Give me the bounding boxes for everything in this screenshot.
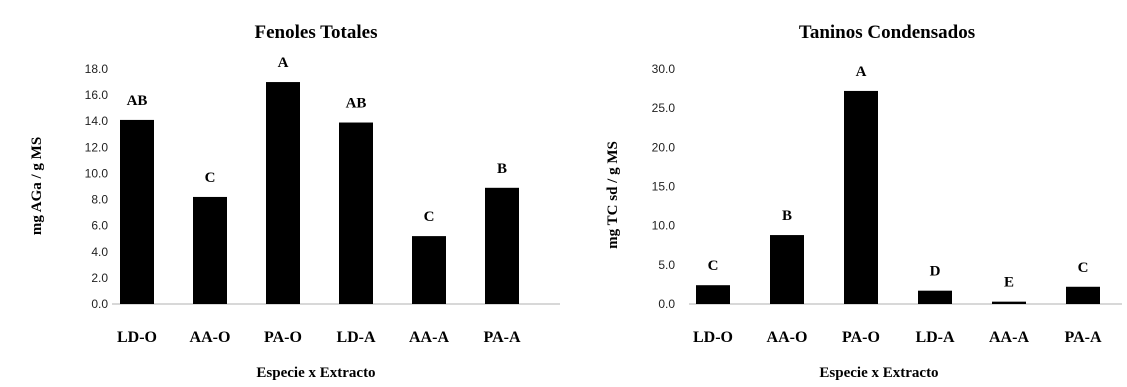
bar-significance-label: C <box>205 170 216 186</box>
y-axis-label: mg TC sd / g MS <box>605 141 621 249</box>
x-tick-label: PA-A <box>483 329 520 346</box>
bar-significance-label: A <box>278 55 289 71</box>
y-tick-label: 0.0 <box>658 297 675 311</box>
bar-pa-o <box>844 90 878 304</box>
bar-significance-label: C <box>708 258 719 274</box>
bar-pa-o <box>266 82 300 304</box>
y-tick-label: 8.0 <box>91 193 108 207</box>
y-tick-label: 10.0 <box>85 166 109 180</box>
chart-taninos-condensados: Taninos Condensados mg TC sd / g MS Espe… <box>605 22 1122 381</box>
y-tick-label: 25.0 <box>652 101 676 115</box>
x-tick-label: AA-A <box>989 329 1029 346</box>
bar-pa-a <box>485 187 519 304</box>
y-tick-label: 14.0 <box>85 114 109 128</box>
y-tick-label: 15.0 <box>652 180 676 194</box>
x-ticks: LD-O AA-O PA-O LD-A AA-A PA-A <box>117 329 521 346</box>
bar-significance-label: A <box>856 64 867 80</box>
bar-significance-label: B <box>782 208 792 224</box>
bar-significance-label: C <box>1078 260 1089 276</box>
x-tick-label: AA-O <box>190 329 231 346</box>
x-tick-label: PA-A <box>1064 329 1101 346</box>
y-tick-label: 10.0 <box>652 219 676 233</box>
bar-aa-a <box>992 301 1026 304</box>
bar-significance-label: E <box>1004 275 1014 291</box>
chart-title: Fenoles Totales <box>255 22 378 43</box>
x-tick-label: AA-O <box>767 329 808 346</box>
y-tick-label: 20.0 <box>652 140 676 154</box>
x-axis-label: Especie x Extracto <box>256 365 375 381</box>
bar-aa-a <box>412 236 446 304</box>
bars: C B A D E C <box>696 64 1100 304</box>
bar-significance-label: D <box>930 264 941 280</box>
x-tick-label: LD-O <box>117 329 157 346</box>
y-tick-label: 16.0 <box>85 88 109 102</box>
x-tick-label: LD-O <box>693 329 733 346</box>
bar-pa-a <box>1066 286 1100 304</box>
chart-title: Taninos Condensados <box>799 22 975 43</box>
x-tick-label: AA-A <box>409 329 449 346</box>
y-tick-label: 12.0 <box>85 140 109 154</box>
y-tick-label: 2.0 <box>91 271 108 285</box>
bar-ld-o <box>120 119 154 305</box>
bar-ld-o <box>696 285 730 304</box>
y-tick-label: 30.0 <box>652 62 676 76</box>
x-tick-label: LD-A <box>336 329 376 346</box>
y-tick-label: 0.0 <box>91 297 108 311</box>
x-tick-label: PA-O <box>264 329 302 346</box>
y-ticks: 0.0 5.0 10.0 15.0 20.0 25.0 30.0 <box>652 62 676 311</box>
bar-significance-label: AB <box>127 93 148 109</box>
bar-significance-label: C <box>424 209 435 225</box>
bars: AB C A AB C B <box>120 55 519 305</box>
bar-aa-o <box>770 235 804 304</box>
bar-aa-o <box>193 196 227 304</box>
y-tick-label: 6.0 <box>91 219 108 233</box>
bar-ld-a <box>339 122 373 305</box>
x-axis-label: Especie x Extracto <box>819 365 938 381</box>
chart-fenoles-totales: Fenoles Totales mg AGa / g MS Especie x … <box>29 22 560 381</box>
x-tick-label: PA-O <box>842 329 880 346</box>
y-tick-label: 4.0 <box>91 245 108 259</box>
bar-ld-a <box>918 290 952 304</box>
y-ticks: 0.0 2.0 4.0 6.0 8.0 10.0 12.0 14.0 16.0 18.0 <box>85 62 109 311</box>
y-tick-label: 18.0 <box>85 62 109 76</box>
x-tick-label: LD-A <box>915 329 955 346</box>
y-tick-label: 5.0 <box>658 258 675 272</box>
x-ticks: LD-O AA-O PA-O LD-A AA-A PA-A <box>693 329 1102 346</box>
bar-significance-label: AB <box>346 96 367 112</box>
y-axis-label: mg AGa / g MS <box>29 137 45 235</box>
bar-significance-label: B <box>497 161 507 177</box>
